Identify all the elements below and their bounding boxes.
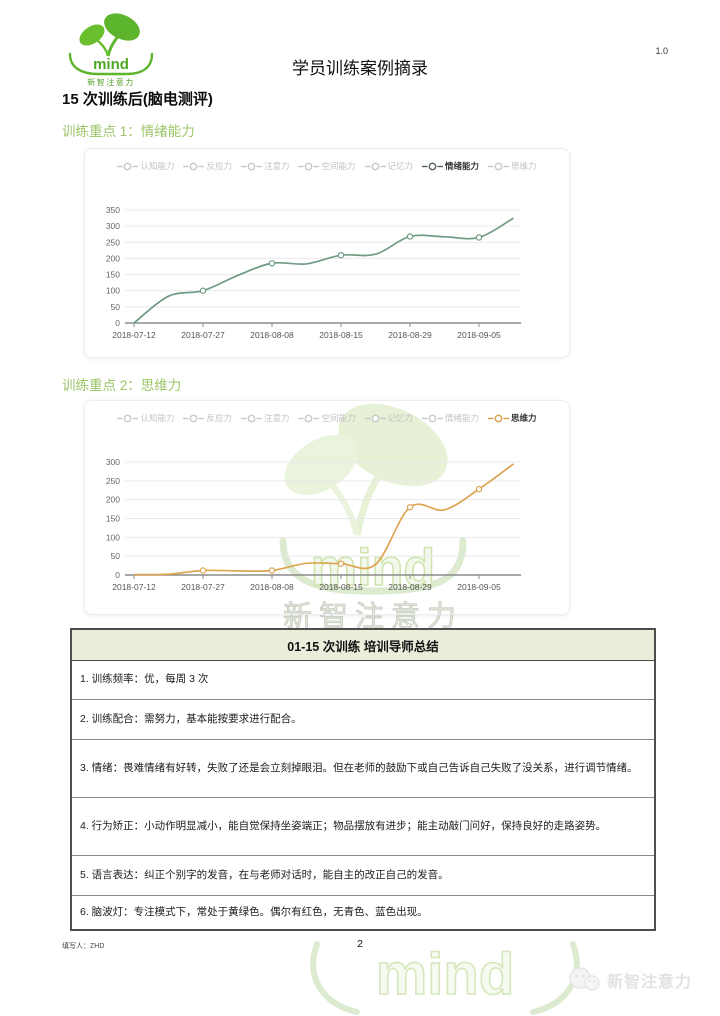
legend-marker-icon [298,414,320,422]
summary-table-header: 01-15 次训练 培训导师总结 [72,630,654,661]
page-title: 学员训练案例摘录 [292,59,428,78]
svg-text:0: 0 [115,570,120,580]
legend-item-3[interactable]: 空间能力 [298,412,356,424]
svg-text:350: 350 [106,205,120,215]
legend-label: 空间能力 [321,413,356,423]
legend-label: 反应力 [206,413,232,423]
svg-text:150: 150 [106,514,120,524]
legend-item-1[interactable]: 反应力 [183,160,232,172]
version-label: 1.0 [655,46,668,56]
legend-item-2[interactable]: 注意力 [240,412,290,424]
legend-label: 认知能力 [140,161,175,171]
legend-label: 情绪能力 [445,413,480,423]
legend-item-0[interactable]: 认知能力 [117,412,174,424]
legend-marker-icon [422,414,444,422]
legend-marker-icon [240,162,262,170]
legend-item-5[interactable]: 情绪能力 [422,412,479,424]
thinking-chart-card: 认知能力 反应力 注意力 空间能力 记忆力 情绪能力 思维力 0 50 100 150 200 250… [84,400,570,615]
legend-marker-icon [298,162,320,170]
watermark-bottom-brand: mind [376,942,515,1007]
legend-item-5[interactable]: 情绪能力 [422,160,479,172]
svg-text:250: 250 [106,237,120,247]
emotion-chart-plot: 0 50 100 150 200 250 300 350 2018-07-12 2018-07-2… [106,205,521,340]
legend-marker-icon [422,162,444,170]
legend-label: 思维力 [511,161,537,171]
svg-text:100: 100 [106,286,120,296]
legend-item-1[interactable]: 反应力 [183,412,232,424]
legend-label: 记忆力 [387,413,414,423]
logo-brand-text: mind [93,56,129,73]
svg-text:2018-08-29: 2018-08-29 [388,582,432,592]
filled-by-label: 填写人：ZHD [62,943,105,950]
focus2-heading: 训练重点 2：思维力 [62,378,182,393]
legend-marker-icon [488,414,510,422]
svg-text:2018-08-08: 2018-08-08 [250,330,294,340]
legend-item-6[interactable]: 思维力 [488,160,537,172]
svg-text:2018-07-27: 2018-07-27 [181,330,225,340]
legend-label: 注意力 [263,413,290,423]
legend-marker-icon [183,162,205,170]
svg-text:200: 200 [106,495,120,505]
summary-row: 4. 行为矫正：小动作明显减小，能自觉保持坐姿端正；物品摆放有进步；能主动敲门问… [72,797,654,855]
legend-item-4[interactable]: 记忆力 [364,412,414,424]
thinking-chart-plot: 0 50 100 150 200 250 300 2018-07-12 2018-07-27 20… [106,457,521,592]
legend-label: 反应力 [206,161,232,171]
svg-text:2018-09-05: 2018-09-05 [457,330,501,340]
legend-item-0[interactable]: 认知能力 [117,160,174,172]
section-heading: 15 次训练后(脑电测评) [62,91,213,108]
legend-marker-icon [117,162,139,170]
summary-table: 01-15 次训练 培训导师总结 1. 训练频率：优，每周 3 次 2. 训练配合… [70,628,656,931]
summary-row: 6. 脑波灯：专注模式下，常处于黄绿色。偶尔有红色，无青色、蓝色出现。 [72,895,654,929]
svg-text:50: 50 [111,551,121,561]
svg-text:0: 0 [115,318,120,328]
wechat-icon [569,967,600,991]
watermark-bottom-logo: mind [310,941,580,1015]
svg-text:150: 150 [106,270,120,280]
footer-brand-label: 新智注意力 [606,974,692,991]
summary-row: 5. 语言表达：纠正个别字的发音，在与老师对话时，能自主的改正自己的发音。 [72,855,654,895]
svg-text:2018-09-05: 2018-09-05 [457,582,501,592]
focus1-heading: 训练重点 1：情绪能力 [62,124,195,139]
brand-logo: mind 新智注意力 [68,13,154,87]
legend-label: 认知能力 [140,413,175,423]
legend-marker-icon [240,414,262,422]
svg-text:300: 300 [106,221,120,231]
svg-text:2018-07-12: 2018-07-12 [112,582,156,592]
svg-text:200: 200 [106,253,120,263]
svg-text:2018-07-12: 2018-07-12 [112,330,156,340]
legend-marker-icon [488,162,510,170]
footer-brand-logo: 新智注意力 [567,966,692,994]
legend-item-2[interactable]: 注意力 [240,160,290,172]
legend-label: 思维力 [511,413,537,423]
svg-text:2018-08-29: 2018-08-29 [388,330,432,340]
legend-item-6[interactable]: 思维力 [488,412,537,424]
svg-text:100: 100 [106,532,120,542]
svg-text:2018-08-15: 2018-08-15 [319,582,363,592]
thinking-chart-legend: 认知能力 反应力 注意力 空间能力 记忆力 情绪能力 思维力 [85,412,569,424]
legend-marker-icon [183,414,205,422]
summary-row: 3. 情绪：畏难情绪有好转，失败了还是会立刻掉眼泪。但在老师的鼓励下或自己告诉自… [72,739,654,797]
svg-text:300: 300 [106,457,120,467]
svg-text:2018-08-08: 2018-08-08 [250,582,294,592]
summary-row: 1. 训练频率：优，每周 3 次 [80,673,209,686]
svg-text:2018-08-15: 2018-08-15 [319,330,363,340]
legend-marker-icon [364,414,386,422]
legend-item-4[interactable]: 记忆力 [364,160,414,172]
svg-text:250: 250 [106,476,120,486]
legend-item-3[interactable]: 空间能力 [298,160,356,172]
legend-label: 空间能力 [321,161,356,171]
page-number: 2 [357,938,363,950]
summary-row: 2. 训练配合：需努力，基本能按要求进行配合。 [72,699,654,739]
emotion-chart-card: 认知能力 反应力 注意力 空间能力 记忆力 情绪能力 思维力 0 50 100 150 200 250… [84,148,570,358]
legend-label: 注意力 [263,161,290,171]
legend-label: 记忆力 [387,161,414,171]
logo-subtext: 新智注意力 [87,77,135,87]
svg-text:2018-07-27: 2018-07-27 [181,582,225,592]
legend-marker-icon [117,414,139,422]
svg-text:50: 50 [111,302,121,312]
legend-label: 情绪能力 [445,161,480,171]
legend-marker-icon [364,162,386,170]
emotion-chart-legend: 认知能力 反应力 注意力 空间能力 记忆力 情绪能力 思维力 [85,160,569,172]
